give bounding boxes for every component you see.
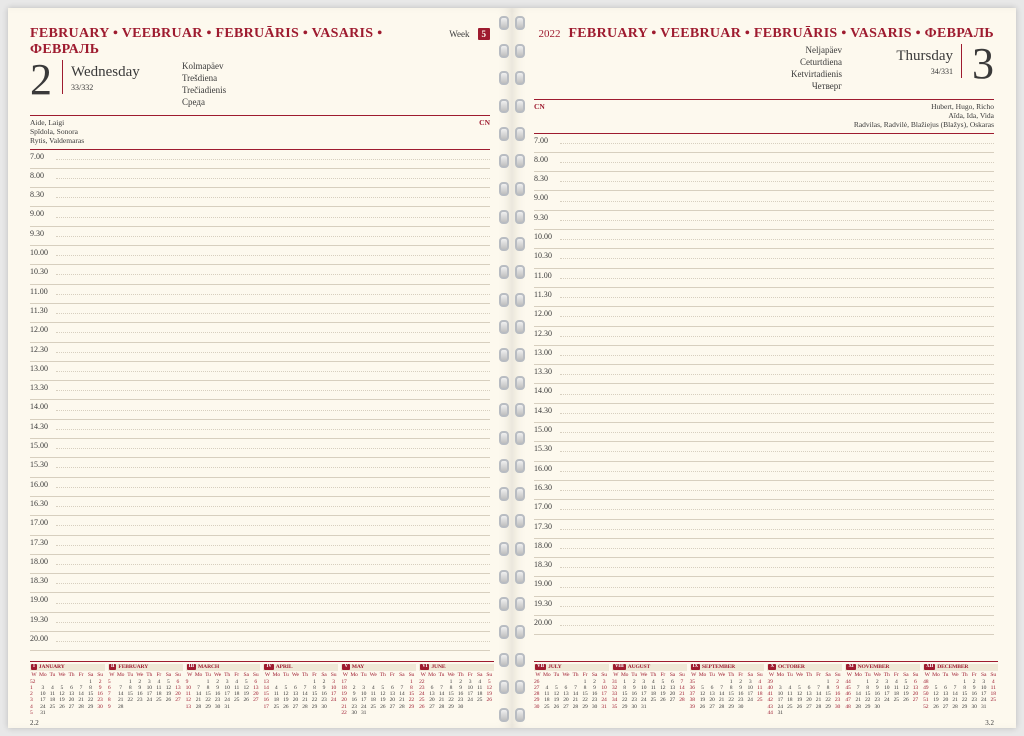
mini-month: VIIIAUGUST WMoTuWeThFrSaSu 3112345673289… — [612, 664, 687, 716]
weekday-translations: KolmapäevTrešdienaTrečiadienisСреда — [182, 60, 226, 109]
time-slot: 20.00 — [534, 616, 994, 635]
time-slot: 15.00 — [534, 423, 994, 442]
weekday-block: Wednesday 33/332 — [62, 60, 172, 94]
big-date: 2 — [30, 60, 52, 100]
mini-month: VMAY WMoTuWeThFrSaSu 1711823456781991011… — [341, 664, 416, 716]
day-count: 34/331 — [852, 67, 953, 76]
names-local: Hubert, Hugo, Richo Aīda, Ida, Vida Radv… — [854, 102, 994, 129]
time-slot: 8.30 — [534, 172, 994, 191]
page-footer: 3.2 — [985, 719, 994, 727]
time-slot: 10.30 — [30, 265, 490, 284]
schedule-right: 7.008.008.309.009.3010.0010.3011.0011.30… — [534, 133, 994, 636]
time-slot: 10.00 — [534, 230, 994, 249]
header-left: FEBRUARY • VEEBRUAR • FEBRUĀRIS • VASARI… — [30, 26, 490, 58]
time-slot: 14.00 — [30, 400, 490, 419]
day-count: 33/332 — [71, 83, 172, 92]
time-slot: 18.00 — [30, 555, 490, 574]
time-slot: 18.30 — [534, 558, 994, 577]
time-slot: 9.30 — [534, 211, 994, 230]
date-row-right: 3 Thursday 34/331 NeljapäevCeturtdienaKe… — [534, 44, 994, 100]
weekday-block: Thursday 34/331 — [852, 44, 962, 78]
name-days-right: CN Hubert, Hugo, Richo Aīda, Ida, Vida R… — [534, 102, 994, 129]
time-slot: 8.30 — [30, 188, 490, 207]
time-slot: 12.00 — [30, 323, 490, 342]
time-slot: 7.00 — [534, 134, 994, 153]
mini-month: IIIMARCH WMoTuWeThFrSaSu 912345610789101… — [186, 664, 261, 716]
time-slot: 11.00 — [534, 269, 994, 288]
mini-month: VIJUNE WMoTuWeThFrSaSu 22123452367891011… — [419, 664, 494, 716]
name-days-left: Aide, Laigi Spīdola, Sonora Rytis, Valde… — [30, 118, 490, 145]
time-slot: 15.00 — [30, 439, 490, 458]
time-slot: 9.00 — [534, 191, 994, 210]
time-slot: 16.30 — [30, 497, 490, 516]
time-slot: 14.00 — [534, 384, 994, 403]
page-footer: 2.2 — [30, 719, 39, 727]
names-marker: CN — [534, 102, 545, 129]
week-number-badge: 5 — [478, 28, 491, 40]
time-slot: 12.30 — [30, 343, 490, 362]
time-slot: 16.00 — [534, 462, 994, 481]
time-slot: 18.00 — [534, 539, 994, 558]
month-header: FEBRUARY • VEEBRUAR • FEBRUĀRIS • VASARI… — [568, 26, 994, 42]
time-slot: 18.30 — [30, 574, 490, 593]
mini-calendar-jan-jun: IJANUARY WMoTuWeThFrSaSu 521213456789210… — [30, 661, 494, 716]
mini-month: IIFEBRUARY WMoTuWeThFrSaSu 5123456678910… — [108, 664, 183, 716]
names-local: Aide, Laigi Spīdola, Sonora Rytis, Valde… — [30, 118, 84, 145]
time-slot: 11.30 — [30, 304, 490, 323]
time-slot: 8.00 — [30, 169, 490, 188]
time-slot: 13.30 — [30, 381, 490, 400]
time-slot: 16.30 — [534, 481, 994, 500]
page-left: FEBRUARY FEBRUARY • VEEBRUAR • FEBRUĀRIS… — [8, 8, 512, 728]
big-date: 3 — [972, 44, 994, 84]
mini-month: XIIDECEMBER WMoTuWeThFrSaSu 481234495678… — [923, 664, 998, 716]
time-slot: 19.30 — [534, 597, 994, 616]
page-right: FEBRUARY FEBRUARY • VEEBRUAR • FEBRUĀRIS… — [512, 8, 1016, 728]
time-slot: 13.00 — [534, 346, 994, 365]
time-slot: 10.30 — [534, 249, 994, 268]
time-slot: 12.30 — [534, 327, 994, 346]
weekday-main: Wednesday — [71, 64, 172, 81]
planner-spread: FEBRUARY FEBRUARY • VEEBRUAR • FEBRUĀRIS… — [8, 8, 1016, 728]
time-slot: 7.00 — [30, 150, 490, 169]
time-slot: 15.30 — [534, 442, 994, 461]
mini-month: IXSEPTEMBER WMoTuWeThFrSaSu 351234365678… — [690, 664, 765, 716]
mini-month: XINOVEMBER WMoTuWeThFrSaSu 4412345645789… — [845, 664, 920, 716]
time-slot: 17.30 — [534, 520, 994, 539]
weekday-translations: NeljapäevCeturtdienaKetvirtadienisЧетвер… — [791, 44, 842, 93]
time-slot: 19.00 — [30, 593, 490, 612]
schedule-left: 7.008.008.309.009.3010.0010.3011.0011.30… — [30, 149, 490, 652]
time-slot: 9.00 — [30, 207, 490, 226]
mini-month: IJANUARY WMoTuWeThFrSaSu 521213456789210… — [30, 664, 105, 716]
mini-calendar-jul-dec: VIIJULY WMoTuWeThFrSaSu 2612327456789102… — [534, 661, 998, 716]
month-header: FEBRUARY • VEEBRUAR • FEBRUĀRIS • VASARI… — [30, 26, 441, 58]
year: 2022 — [538, 28, 560, 40]
time-slot: 11.30 — [534, 288, 994, 307]
time-slot: 19.00 — [534, 577, 994, 596]
time-slot: 13.30 — [534, 365, 994, 384]
date-row-left: 2 Wednesday 33/332 KolmapäevTrešdienaTre… — [30, 60, 490, 116]
time-slot: 13.00 — [30, 362, 490, 381]
time-slot: 19.30 — [30, 613, 490, 632]
time-slot: 17.00 — [30, 516, 490, 535]
time-slot: 17.30 — [30, 536, 490, 555]
time-slot: 10.00 — [30, 246, 490, 265]
time-slot: 20.00 — [30, 632, 490, 651]
mini-month: VIIJULY WMoTuWeThFrSaSu 2612327456789102… — [534, 664, 609, 716]
time-slot: 17.00 — [534, 500, 994, 519]
mini-month: IVAPRIL WMoTuWeThFrSaSu 1312314456789101… — [263, 664, 338, 716]
time-slot: 9.30 — [30, 227, 490, 246]
time-slot: 12.00 — [534, 307, 994, 326]
time-slot: 11.00 — [30, 285, 490, 304]
weekday-main: Thursday — [852, 48, 953, 65]
time-slot: 15.30 — [30, 458, 490, 477]
time-slot: 16.00 — [30, 478, 490, 497]
week-label: Week — [449, 29, 469, 39]
header-right: FEBRUARY • VEEBRUAR • FEBRUĀRIS • VASARI… — [534, 26, 994, 42]
names-marker: CN — [479, 118, 490, 145]
mini-month: XOCTOBER WMoTuWeThFrSaSu 391240345678941… — [767, 664, 842, 716]
time-slot: 14.30 — [30, 420, 490, 439]
time-slot: 14.30 — [534, 404, 994, 423]
time-slot: 8.00 — [534, 153, 994, 172]
